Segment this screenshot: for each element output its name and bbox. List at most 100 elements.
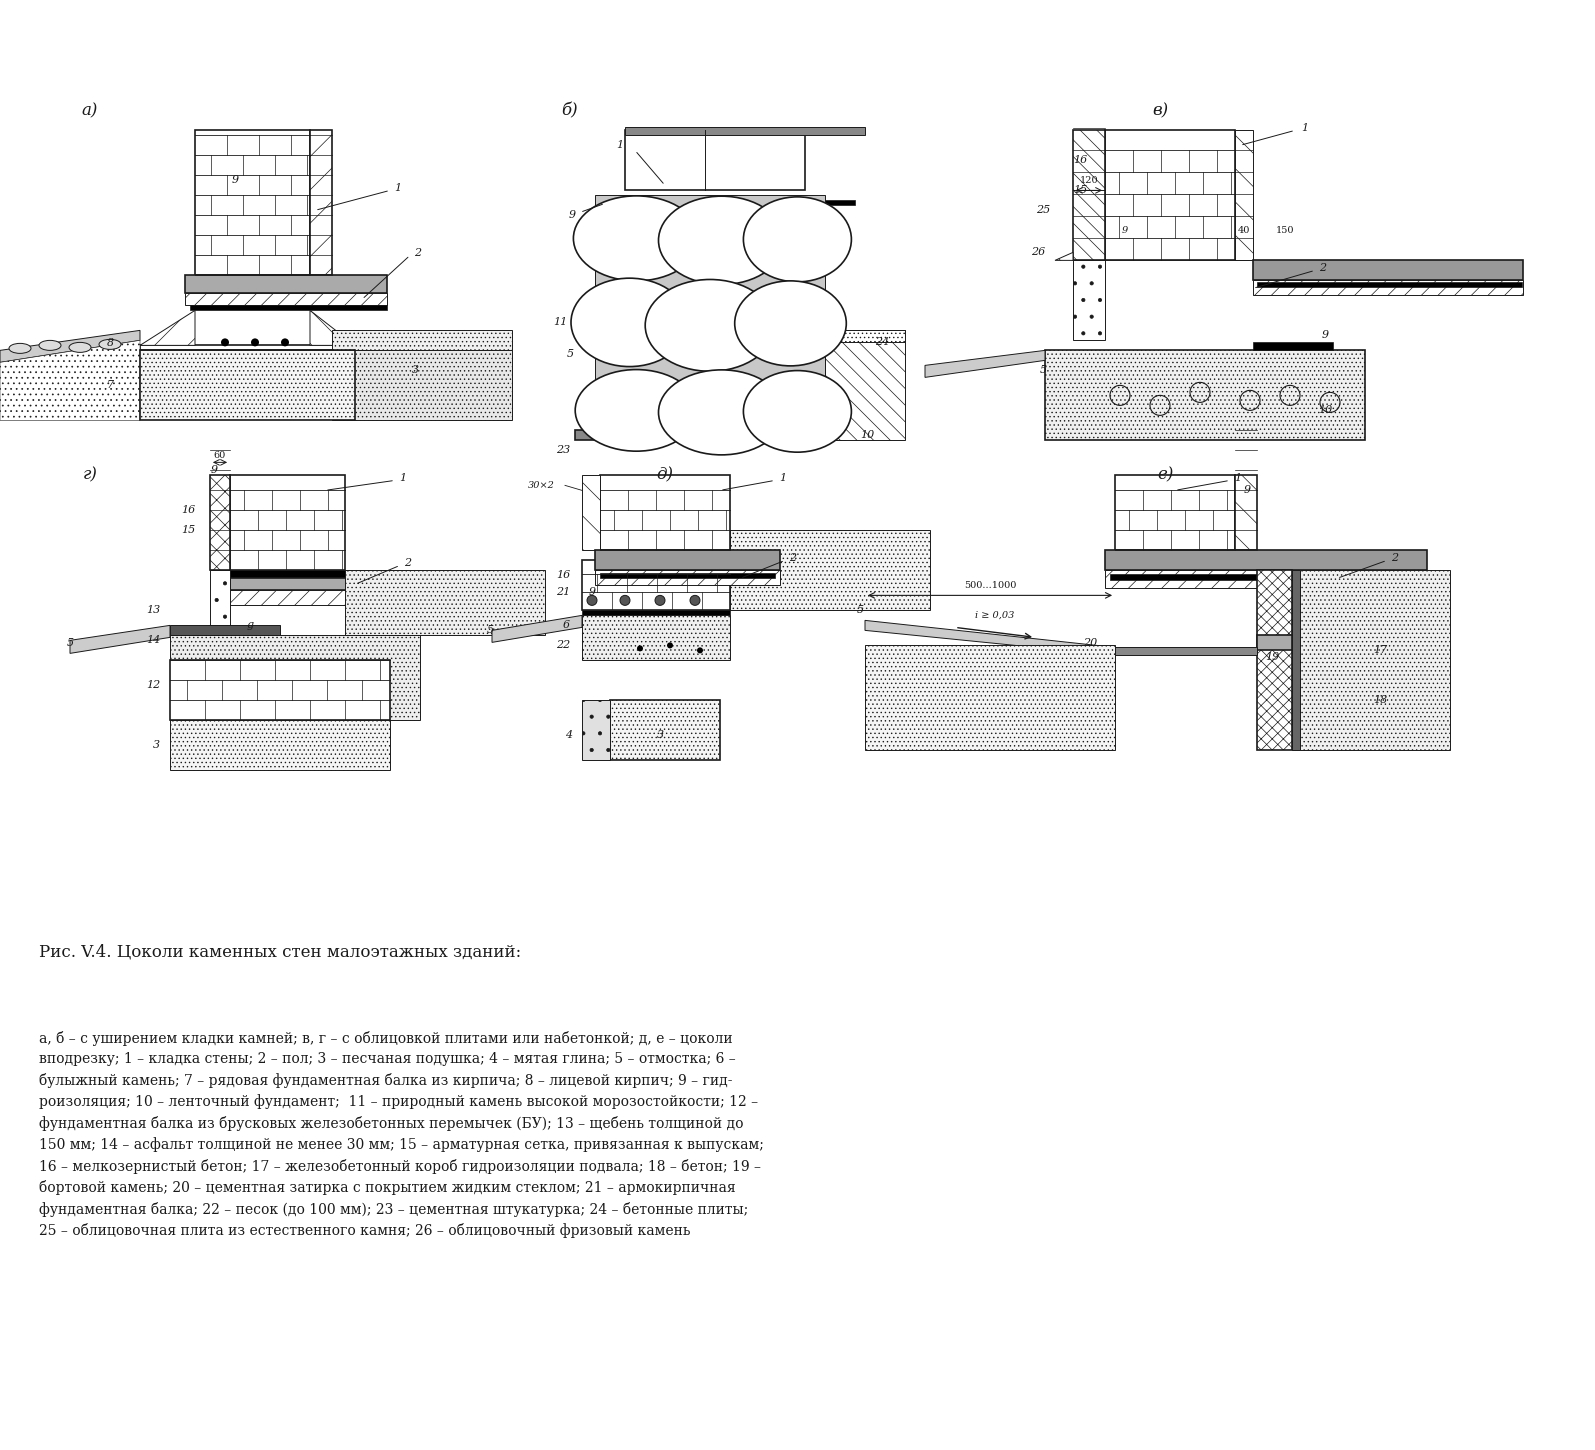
Bar <box>140 345 356 351</box>
Bar <box>1254 342 1333 351</box>
Ellipse shape <box>10 344 30 354</box>
Bar <box>731 531 930 610</box>
Bar <box>230 476 345 570</box>
Bar <box>332 351 512 420</box>
Bar <box>1115 647 1257 655</box>
Text: а, б – с уширением кладки камней; в, г – с облицовкой плитами или набетонкой; д,: а, б – с уширением кладки камней; в, г –… <box>40 1031 764 1238</box>
Text: а): а) <box>81 102 99 119</box>
Bar <box>171 660 391 721</box>
Text: 1: 1 <box>394 183 402 193</box>
Text: 5: 5 <box>857 606 863 615</box>
Polygon shape <box>0 341 140 420</box>
Text: 9: 9 <box>1321 331 1329 341</box>
Bar <box>1300 570 1450 751</box>
Circle shape <box>250 338 258 347</box>
Circle shape <box>656 596 665 606</box>
Bar <box>1254 280 1523 296</box>
Text: 24: 24 <box>876 338 890 348</box>
Circle shape <box>667 642 673 648</box>
Bar <box>332 331 512 351</box>
Ellipse shape <box>743 371 852 452</box>
Text: 2: 2 <box>1391 554 1399 564</box>
Text: i ≥ 0,03: i ≥ 0,03 <box>975 610 1014 621</box>
Text: 9: 9 <box>568 210 576 220</box>
Bar <box>1257 635 1292 651</box>
Circle shape <box>222 338 230 347</box>
Bar <box>825 331 904 441</box>
Text: 12: 12 <box>145 680 160 690</box>
Bar <box>576 431 845 441</box>
Text: д): д) <box>657 467 673 484</box>
Polygon shape <box>190 625 211 635</box>
Ellipse shape <box>576 370 697 451</box>
Bar <box>1105 130 1235 261</box>
Polygon shape <box>1054 252 1073 261</box>
Text: 5: 5 <box>486 625 493 635</box>
Bar <box>190 306 388 310</box>
Circle shape <box>620 596 630 606</box>
Text: 5: 5 <box>566 349 574 360</box>
Ellipse shape <box>69 342 91 352</box>
Circle shape <box>636 645 643 651</box>
Text: 11: 11 <box>553 318 568 328</box>
Ellipse shape <box>743 197 852 281</box>
Circle shape <box>691 596 700 606</box>
Text: г): г) <box>83 467 97 484</box>
Bar <box>582 560 731 610</box>
Bar <box>595 551 780 570</box>
Text: 9: 9 <box>1121 226 1128 235</box>
Ellipse shape <box>99 339 121 349</box>
Bar <box>595 196 825 435</box>
Bar <box>1073 130 1105 261</box>
Polygon shape <box>0 331 140 362</box>
Ellipse shape <box>659 196 785 284</box>
Text: б): б) <box>561 102 579 119</box>
Bar <box>625 130 805 190</box>
Bar <box>185 293 388 306</box>
Bar <box>595 570 780 586</box>
Bar <box>600 573 775 579</box>
Text: 9: 9 <box>231 175 239 186</box>
Bar <box>1105 551 1428 570</box>
Text: 2: 2 <box>790 554 796 564</box>
Text: 19: 19 <box>1265 652 1279 663</box>
Text: 9: 9 <box>589 587 595 597</box>
Bar <box>1115 476 1235 551</box>
Text: 40: 40 <box>1238 226 1250 235</box>
Bar <box>625 128 864 135</box>
Text: 16: 16 <box>555 570 569 580</box>
Bar <box>1110 574 1428 580</box>
Text: 15: 15 <box>180 525 195 535</box>
Ellipse shape <box>646 280 775 371</box>
Text: 4: 4 <box>565 731 573 741</box>
Bar <box>582 476 600 551</box>
Bar <box>1292 570 1300 751</box>
Bar <box>864 645 1115 751</box>
Bar <box>225 579 424 590</box>
Bar <box>1073 261 1105 341</box>
Bar <box>1045 351 1365 441</box>
Text: 17: 17 <box>1373 645 1388 655</box>
Polygon shape <box>70 625 171 654</box>
Bar <box>211 570 230 625</box>
Bar <box>309 130 332 276</box>
Bar <box>605 200 855 206</box>
Polygon shape <box>491 615 582 642</box>
Text: 60: 60 <box>214 451 226 460</box>
Text: 9: 9 <box>1244 486 1250 496</box>
Text: 23: 23 <box>555 445 569 455</box>
Text: 21: 21 <box>555 587 569 597</box>
Text: 2: 2 <box>415 248 421 258</box>
Text: 1: 1 <box>616 141 624 151</box>
Bar <box>171 721 391 770</box>
Text: Рис. V.4. Цоколи каменных стен малоэтажных зданий:: Рис. V.4. Цоколи каменных стен малоэтажн… <box>40 944 522 960</box>
Bar <box>609 700 719 760</box>
Ellipse shape <box>659 370 785 455</box>
Text: 1: 1 <box>1235 473 1241 483</box>
Text: 5: 5 <box>1040 365 1046 376</box>
Text: 26: 26 <box>1030 248 1045 258</box>
Text: 20: 20 <box>1083 638 1097 648</box>
Polygon shape <box>864 621 1115 655</box>
Text: 7: 7 <box>107 380 113 390</box>
Text: 16: 16 <box>1073 155 1088 165</box>
